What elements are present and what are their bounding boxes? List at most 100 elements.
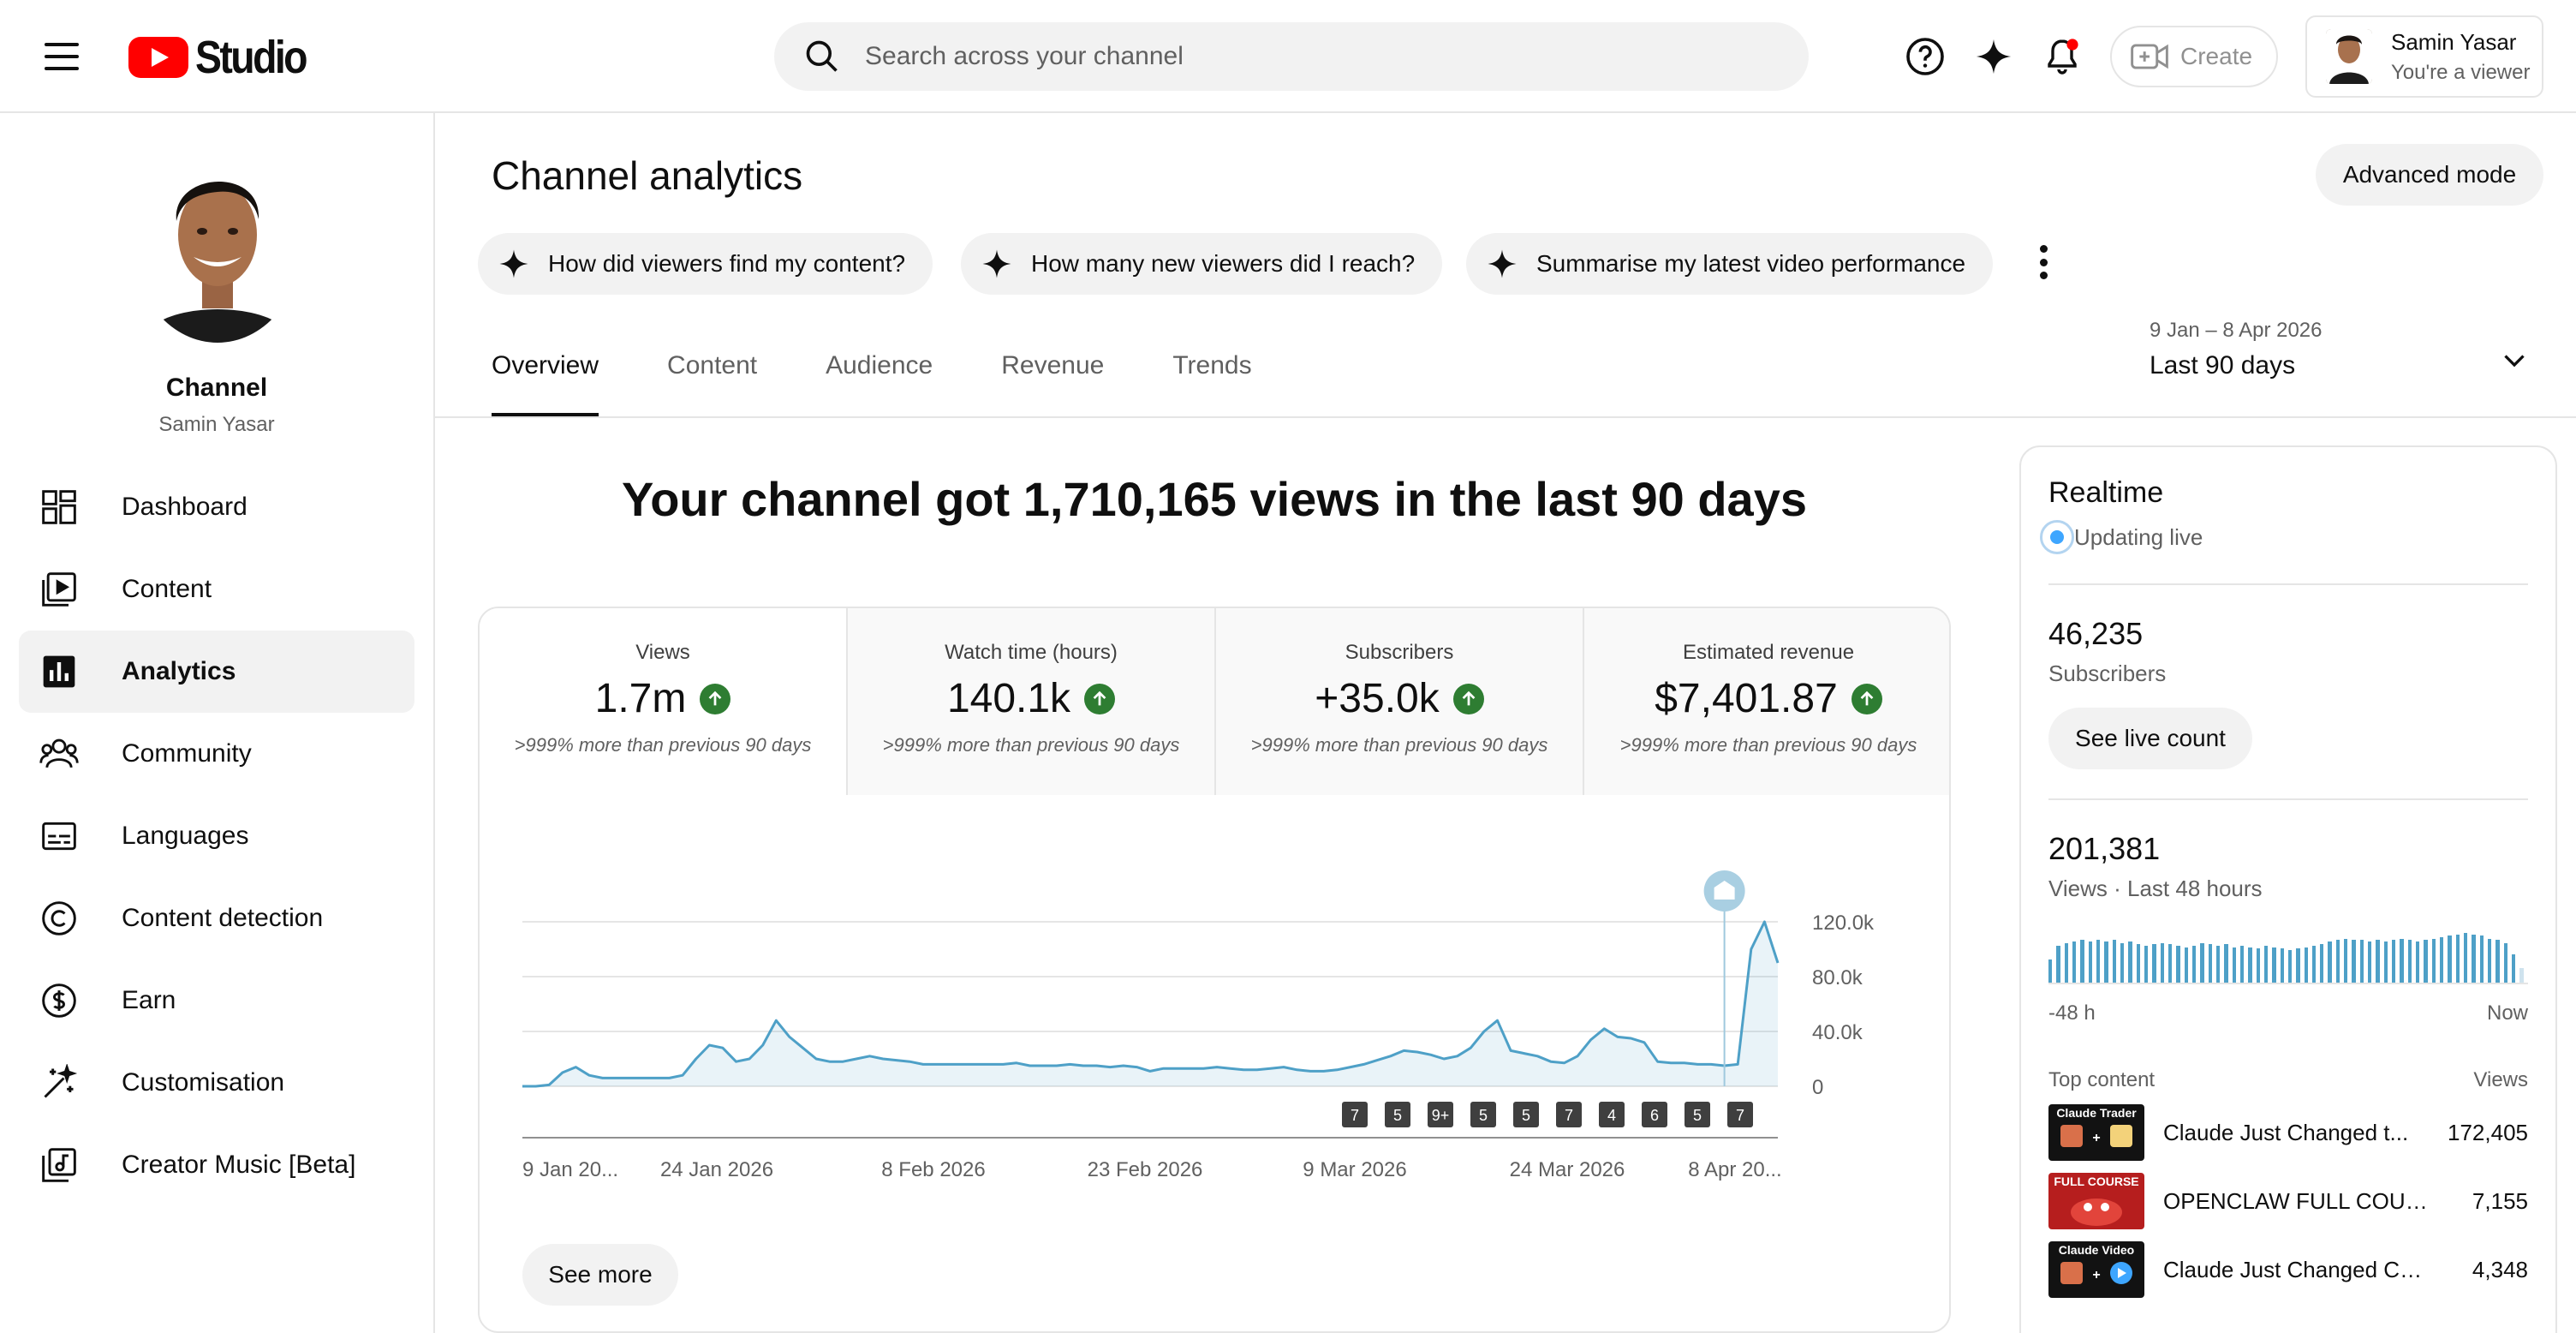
spark-bar — [2248, 947, 2252, 983]
list-item[interactable]: Claude Video + Claude Just Changed Co...… — [2048, 1241, 2528, 1298]
see-live-count-button[interactable]: See live count — [2048, 708, 2252, 769]
upload-marker-count: 7 — [1736, 1107, 1744, 1124]
metric-label: Subscribers — [1345, 641, 1454, 664]
spark-bar — [2200, 943, 2204, 983]
metric-views[interactable]: Views 1.7m >999% more than previous 90 d… — [480, 608, 848, 795]
spark-bar — [2112, 940, 2116, 983]
sidebar-item-analytics[interactable]: Analytics — [19, 631, 414, 713]
y-tick-label: 80.0k — [1812, 966, 1863, 989]
sidebar-nav: Dashboard Content Analytics Community La… — [19, 466, 414, 1206]
search-input[interactable] — [865, 42, 1721, 71]
spark-bar — [2479, 935, 2484, 983]
video-views: 172,405 — [2448, 1119, 2528, 1145]
sidebar-item-content[interactable]: Content — [19, 548, 414, 631]
tab-content[interactable]: Content — [667, 351, 758, 380]
date-range-dates: 9 Jan – 8 Apr 2026 — [2150, 319, 2323, 342]
metric-watch-time[interactable]: Watch time (hours) 140.1k >999% more tha… — [848, 608, 1216, 795]
page-title: Channel analytics — [492, 153, 803, 198]
video-title: Claude Just Changed Co... — [2163, 1256, 2430, 1282]
content-icon — [39, 570, 79, 609]
copyright-icon — [39, 899, 79, 938]
account-switcher[interactable]: Samin Yasar You're a viewer — [2305, 15, 2543, 98]
account-role: You're a viewer — [2391, 60, 2531, 84]
spark-bar — [2368, 941, 2372, 983]
live-status-text: Updating live — [2074, 523, 2203, 550]
date-range-picker[interactable]: 9 Jan – 8 Apr 2026 Last 90 days — [2150, 319, 2543, 396]
realtime-subscribers-value: 46,235 — [2048, 616, 2144, 651]
ask-chip-summarise-video[interactable]: Summarise my latest video performance — [1466, 233, 1994, 295]
spark-start-label: -48 h — [2048, 1001, 2096, 1025]
sparkle-icon[interactable] — [1970, 33, 2018, 81]
tab-trends[interactable]: Trends — [1172, 351, 1252, 380]
ask-chip-viewers-find[interactable]: How did viewers find my content? — [478, 233, 933, 295]
chip-label: Summarise my latest video performance — [1536, 250, 1966, 277]
thumbnail-art: + — [2060, 1262, 2132, 1284]
upload-marker — [1556, 1102, 1582, 1127]
sidebar-item-customisation[interactable]: Customisation — [19, 1042, 414, 1124]
spark-bar — [2352, 940, 2356, 983]
more-options-icon[interactable] — [2031, 243, 2055, 281]
video-title: Claude Just Changed t... — [2163, 1119, 2409, 1145]
spark-bar — [2136, 944, 2140, 983]
list-item[interactable]: FULL COURSE OPENCLAW FULL COURS... 7,155 — [2048, 1173, 2528, 1229]
views-series-line — [522, 920, 1780, 1088]
upload-marker-count: 5 — [1393, 1107, 1402, 1124]
spark-bar — [2120, 943, 2125, 983]
ask-chip-new-viewers[interactable]: How many new viewers did I reach? — [961, 233, 1443, 295]
thumbnail-text: Claude Trader — [2056, 1106, 2137, 1120]
x-tick-label: 24 Mar 2026 — [1510, 1158, 1625, 1181]
sidebar-item-label: Dashboard — [122, 493, 247, 521]
notifications-icon[interactable] — [2038, 33, 2086, 81]
metric-subscribers[interactable]: Subscribers +35.0k >999% more than previ… — [1216, 608, 1584, 795]
sidebar-item-earn[interactable]: Earn — [19, 959, 414, 1042]
arrow-up-icon — [1851, 683, 1882, 714]
spark-bar — [2152, 944, 2156, 983]
spark-bar — [2519, 968, 2524, 983]
advanced-mode-button[interactable]: Advanced mode — [2316, 144, 2543, 206]
avatar — [2326, 29, 2372, 84]
menu-icon[interactable] — [45, 43, 79, 70]
logo-text: Studio — [195, 32, 308, 83]
spark-bar — [2392, 940, 2396, 983]
spark-bar — [2503, 943, 2508, 983]
sidebar-item-content-detection[interactable]: Content detection — [19, 877, 414, 959]
spark-bar — [2184, 947, 2188, 983]
chip-label: How did viewers find my content? — [548, 250, 906, 277]
spark-bar — [2407, 940, 2412, 983]
see-more-button[interactable]: See more — [522, 1244, 678, 1306]
metric-revenue[interactable]: Estimated revenue $7,401.87 >999% more t… — [1584, 608, 1949, 795]
spark-bar — [2072, 941, 2077, 983]
x-tick-label: 8 Apr 20... — [1688, 1158, 1781, 1181]
subtitles-icon — [39, 816, 79, 856]
tab-audience[interactable]: Audience — [826, 351, 933, 380]
tab-revenue[interactable]: Revenue — [1001, 351, 1105, 380]
y-tick-label: 40.0k — [1812, 1021, 1863, 1044]
help-icon[interactable] — [1901, 33, 1949, 81]
metric-value: 1.7m — [594, 676, 687, 721]
dashboard-icon — [39, 487, 79, 527]
sidebar-item-label: Languages — [122, 822, 249, 850]
views-chart-svg: 120.0k 80.0k 40.0k 0 7 5 9+ 5 5 7 4 6 5 7 9 Jan 20... 2… — [522, 870, 1875, 1181]
spark-bar — [2400, 939, 2404, 983]
channel-avatar[interactable] — [134, 146, 301, 343]
tab-overview[interactable]: Overview — [492, 351, 599, 416]
sidebar-item-dashboard[interactable]: Dashboard — [19, 466, 414, 548]
top-bar: Studio Create Samin Yasar You're a viewe… — [0, 0, 2576, 113]
metric-value: 140.1k — [946, 676, 1071, 721]
views-column-label: Views — [2473, 1068, 2528, 1091]
list-item[interactable]: Claude Trader + Claude Just Changed t...… — [2048, 1104, 2528, 1161]
spark-bar — [2448, 935, 2452, 983]
sidebar-item-label: Content detection — [122, 904, 324, 932]
sidebar-item-languages[interactable]: Languages — [19, 795, 414, 877]
search-bar[interactable] — [774, 22, 1809, 91]
x-tick-label: 9 Jan 20... — [522, 1158, 618, 1181]
studio-logo[interactable]: Studio — [128, 31, 324, 84]
spark-bar — [2320, 944, 2324, 983]
sidebar-item-community[interactable]: Community — [19, 713, 414, 795]
sidebar-item-creator-music[interactable]: Creator Music [Beta] — [19, 1124, 414, 1206]
thumbnail-art — [2071, 1199, 2122, 1226]
thumbnail-text: Claude Video — [2058, 1243, 2135, 1257]
chevron-down-icon — [2504, 355, 2525, 368]
create-button[interactable]: Create — [2110, 26, 2278, 87]
spark-bar — [2160, 943, 2164, 983]
